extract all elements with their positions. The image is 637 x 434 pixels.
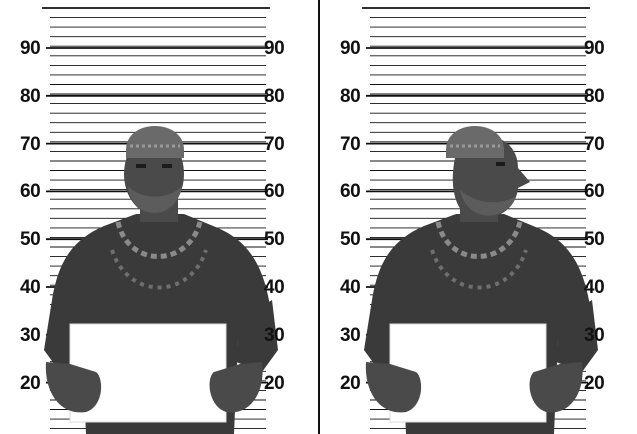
height-label-right: 20	[584, 372, 605, 394]
profile-view-svg	[362, 7, 598, 434]
collar-embroidery	[435, 221, 523, 259]
right-arm	[236, 300, 278, 372]
height-label-right: 30	[264, 324, 285, 346]
chest-embroidery	[110, 249, 208, 290]
suspect-figure	[364, 126, 598, 434]
chest-embroidery	[430, 249, 528, 290]
left-eye	[136, 164, 146, 168]
height-label-left: 80	[340, 85, 361, 107]
right-hand	[529, 362, 583, 413]
collar-embroidery	[115, 221, 203, 259]
height-label-right: 40	[264, 277, 285, 298]
height-label-right: 90	[264, 38, 285, 59]
panel-divider	[318, 0, 320, 434]
right-eye	[162, 164, 172, 168]
height-label-left: 40	[20, 277, 41, 298]
height-label-left: 60	[340, 181, 361, 203]
suspect-figure	[44, 126, 278, 434]
kufi-cap	[126, 126, 184, 158]
height-label-left: 90	[340, 38, 361, 59]
front-view-svg	[42, 7, 278, 434]
kufi-cap	[446, 126, 504, 158]
profile-view-panel: 90 90 80 80 70 70 60 60 50 50 40 40 30 30 20 20	[320, 0, 637, 434]
height-label-left: 40	[340, 277, 361, 298]
right-arm	[556, 300, 598, 372]
height-label-left: 30	[340, 324, 361, 346]
height-label-left: 70	[340, 133, 361, 155]
height-label-left: 70	[20, 133, 41, 155]
height-label-left: 50	[20, 229, 41, 251]
height-label-right: 80	[264, 85, 285, 107]
height-label-right: 80	[584, 85, 605, 107]
height-label-right: 60	[584, 181, 605, 203]
height-label-right: 50	[264, 229, 285, 251]
height-label-right: 60	[264, 181, 285, 203]
eye	[496, 162, 505, 166]
height-label-right: 30	[584, 324, 605, 346]
height-label-right: 20	[264, 372, 285, 394]
height-label-left: 80	[20, 85, 41, 107]
beard	[460, 190, 516, 216]
left-hand	[365, 362, 422, 413]
height-label-left: 60	[20, 181, 41, 203]
height-label-right: 70	[584, 133, 605, 155]
left-hand	[45, 362, 102, 413]
height-label-right: 90	[584, 38, 605, 59]
front-view-panel: 90 90 80 80 70 70 60 60 50 50 40 40 30 30 20 20	[0, 0, 318, 434]
height-label-right: 50	[584, 229, 605, 251]
height-label-left: 20	[340, 372, 361, 394]
height-label-left: 30	[20, 324, 41, 346]
height-label-left: 90	[20, 38, 41, 59]
height-label-left: 50	[340, 229, 361, 251]
height-label-right: 40	[584, 277, 605, 298]
right-hand	[209, 362, 263, 413]
height-label-left: 20	[20, 372, 41, 394]
height-label-right: 70	[264, 133, 285, 155]
beard	[128, 186, 182, 213]
